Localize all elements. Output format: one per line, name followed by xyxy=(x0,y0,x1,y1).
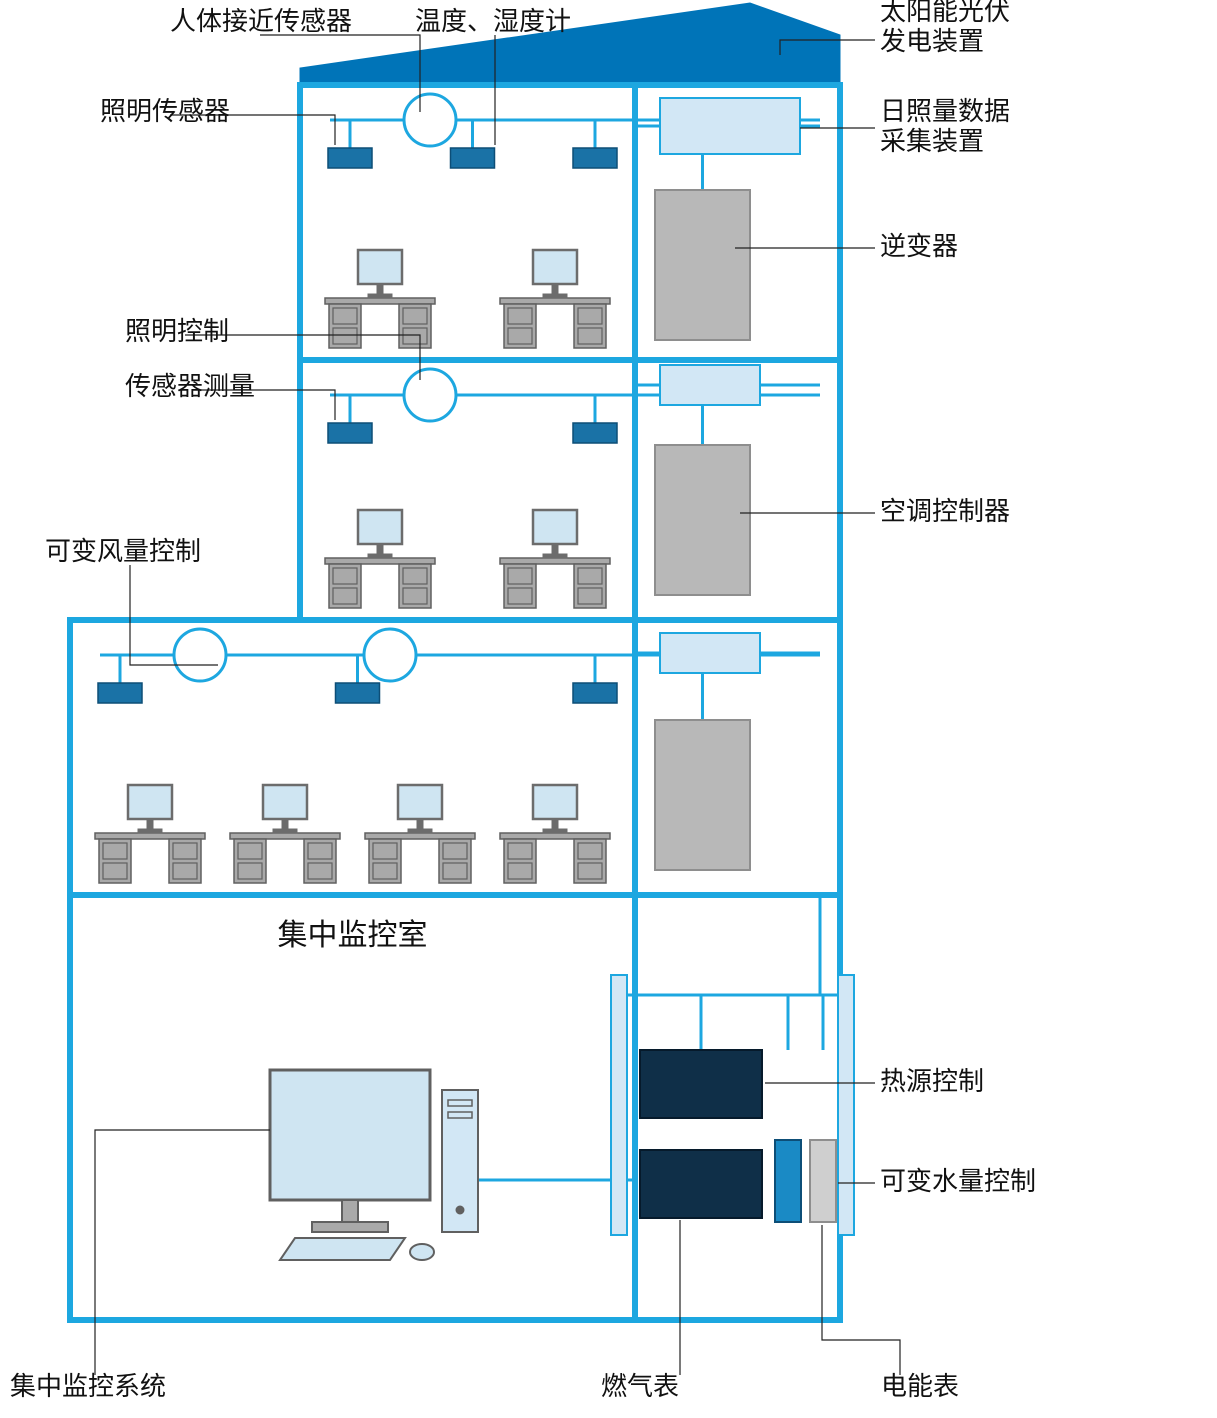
monitor-base xyxy=(138,829,162,833)
ceiling-sensor xyxy=(336,683,380,703)
pedestal-r xyxy=(169,839,201,883)
pedestal-l xyxy=(504,304,536,348)
desk-top xyxy=(500,558,610,564)
monitor-base xyxy=(368,554,392,558)
monitoring-room-label: 集中监控室 xyxy=(278,919,428,952)
 xyxy=(456,1206,464,1214)
monitor xyxy=(533,510,577,544)
monitor-neck xyxy=(552,544,558,554)
vav-node xyxy=(404,369,456,421)
ceiling-sensor xyxy=(328,423,372,443)
right-small-box xyxy=(660,633,760,673)
pedestal-r xyxy=(399,304,431,348)
pedestal-r xyxy=(574,304,606,348)
monitor-neck xyxy=(377,284,383,294)
vav-node xyxy=(364,629,416,681)
desk-top xyxy=(500,833,610,839)
monitor-base xyxy=(543,829,567,833)
ceiling-sensor xyxy=(328,148,372,168)
label-ac_controller: 空调控制器 xyxy=(880,496,1010,526)
label-heat_source_control: 热源控制 xyxy=(880,1066,984,1096)
label-lighting_control: 照明控制 xyxy=(125,316,229,346)
big-base xyxy=(312,1222,388,1232)
right-small-box xyxy=(660,365,760,405)
gas-meter-box xyxy=(640,1150,762,1218)
pedestal-r xyxy=(304,839,336,883)
pedestal-l xyxy=(234,839,266,883)
label-lighting_sensor: 照明传感器 xyxy=(100,96,230,126)
pedestal-r xyxy=(574,564,606,608)
desk-top xyxy=(230,833,340,839)
floor-2 xyxy=(70,620,840,895)
pedestal-l xyxy=(504,564,536,608)
floor-3 xyxy=(300,360,840,620)
ceiling-sensor xyxy=(98,683,142,703)
label-solar_pv: 太阳能光伏发电装置 xyxy=(880,0,1010,56)
pedestal-r xyxy=(399,564,431,608)
monitor-neck xyxy=(552,284,558,294)
big-neck xyxy=(342,1200,358,1222)
desk-top xyxy=(365,833,475,839)
label-power_meter: 电能表 xyxy=(881,1371,959,1401)
vav-node xyxy=(174,629,226,681)
pedestal-l xyxy=(504,839,536,883)
monitor-base xyxy=(543,294,567,298)
right-gray-box xyxy=(655,720,750,870)
right-small-box xyxy=(660,98,800,154)
monitor-base xyxy=(368,294,392,298)
monitor xyxy=(533,250,577,284)
floor-4 xyxy=(300,85,840,360)
pedestal-l xyxy=(369,839,401,883)
power-meter-box xyxy=(810,1140,836,1222)
pedestal-l xyxy=(99,839,131,883)
monitor-base xyxy=(408,829,432,833)
blue-meter xyxy=(775,1140,801,1222)
rail-right xyxy=(838,975,854,1235)
monitor-base xyxy=(273,829,297,833)
right-gray-box xyxy=(655,445,750,595)
pedestal-l xyxy=(329,304,361,348)
monitor-base xyxy=(543,554,567,558)
big-monitor xyxy=(270,1070,430,1200)
label-vav_control: 可变风量控制 xyxy=(45,536,201,566)
monitor-neck xyxy=(147,819,153,829)
heat-source-box xyxy=(640,1050,762,1118)
rail-left xyxy=(611,975,627,1235)
floor-2-left-room xyxy=(70,620,635,895)
desk-top xyxy=(95,833,205,839)
label-gas_meter: 燃气表 xyxy=(601,1371,679,1401)
monitor xyxy=(358,510,402,544)
ceiling-sensor xyxy=(451,148,495,168)
ceiling-sensor xyxy=(573,148,617,168)
pedestal-r xyxy=(574,839,606,883)
monitor-neck xyxy=(417,819,423,829)
monitor xyxy=(533,785,577,819)
desk-top xyxy=(325,558,435,564)
label-proximity_sensor: 人体接近传感器 xyxy=(170,6,352,36)
monitor xyxy=(128,785,172,819)
label-inverter: 逆变器 xyxy=(880,231,958,261)
pedestal-l xyxy=(329,564,361,608)
desk-top xyxy=(500,298,610,304)
monitor xyxy=(358,250,402,284)
keyboard xyxy=(280,1238,405,1260)
desk-top xyxy=(325,298,435,304)
monitor xyxy=(263,785,307,819)
monitor-neck xyxy=(282,819,288,829)
monitor xyxy=(398,785,442,819)
monitor-neck xyxy=(552,819,558,829)
pedestal-r xyxy=(439,839,471,883)
label-central_monitoring_system: 集中监控系统 xyxy=(10,1371,166,1401)
right-gray-box xyxy=(655,190,750,340)
label-sunlight_collector: 日照量数据采集装置 xyxy=(880,96,1010,156)
ceiling-sensor xyxy=(573,423,617,443)
label-temp_humidity: 温度、湿度计 xyxy=(415,6,571,36)
ceiling-sensor xyxy=(573,683,617,703)
vav-node xyxy=(404,94,456,146)
label-sensor_measure: 传感器测量 xyxy=(125,371,255,401)
building-diagram: 集中监控室 人体接近传感器 温度、湿度计 太阳能光伏发电装置照明传感器 日照量数据采集装… xyxy=(0,0,1217,1413)
label-variable_water_control: 可变水量控制 xyxy=(880,1166,1036,1196)
mouse xyxy=(410,1244,434,1260)
monitor-neck xyxy=(377,544,383,554)
